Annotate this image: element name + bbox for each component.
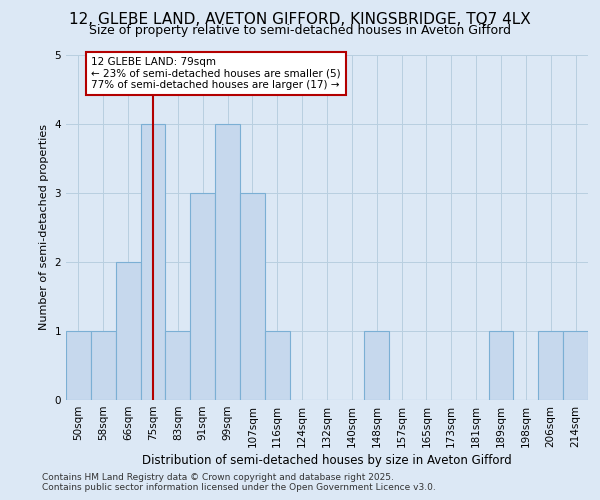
X-axis label: Distribution of semi-detached houses by size in Aveton Gifford: Distribution of semi-detached houses by … (142, 454, 512, 467)
Text: Size of property relative to semi-detached houses in Aveton Gifford: Size of property relative to semi-detach… (89, 24, 511, 37)
Bar (240, 193, 265, 400)
Bar (91, 331, 116, 400)
Bar (140, 124, 166, 400)
Bar (563, 331, 588, 400)
Bar (265, 331, 290, 400)
Bar (116, 262, 140, 400)
Text: 12 GLEBE LAND: 79sqm
← 23% of semi-detached houses are smaller (5)
77% of semi-d: 12 GLEBE LAND: 79sqm ← 23% of semi-detac… (91, 57, 340, 90)
Y-axis label: Number of semi-detached properties: Number of semi-detached properties (39, 124, 49, 330)
Bar (66, 331, 91, 400)
Bar (190, 193, 215, 400)
Text: Contains HM Land Registry data © Crown copyright and database right 2025.
Contai: Contains HM Land Registry data © Crown c… (42, 473, 436, 492)
Bar (215, 124, 240, 400)
Bar (488, 331, 514, 400)
Text: 12, GLEBE LAND, AVETON GIFFORD, KINGSBRIDGE, TQ7 4LX: 12, GLEBE LAND, AVETON GIFFORD, KINGSBRI… (69, 12, 531, 28)
Bar (364, 331, 389, 400)
Bar (538, 331, 563, 400)
Bar (166, 331, 190, 400)
